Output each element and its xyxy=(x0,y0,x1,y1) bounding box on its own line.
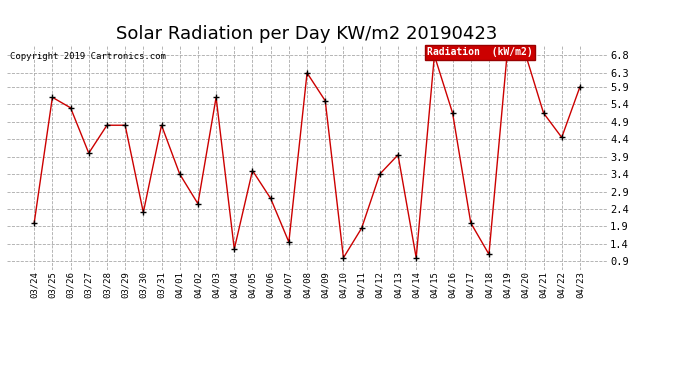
Text: Copyright 2019 Cartronics.com: Copyright 2019 Cartronics.com xyxy=(10,52,166,61)
Text: Radiation  (kW/m2): Radiation (kW/m2) xyxy=(427,47,533,57)
Title: Solar Radiation per Day KW/m2 20190423: Solar Radiation per Day KW/m2 20190423 xyxy=(117,26,497,44)
